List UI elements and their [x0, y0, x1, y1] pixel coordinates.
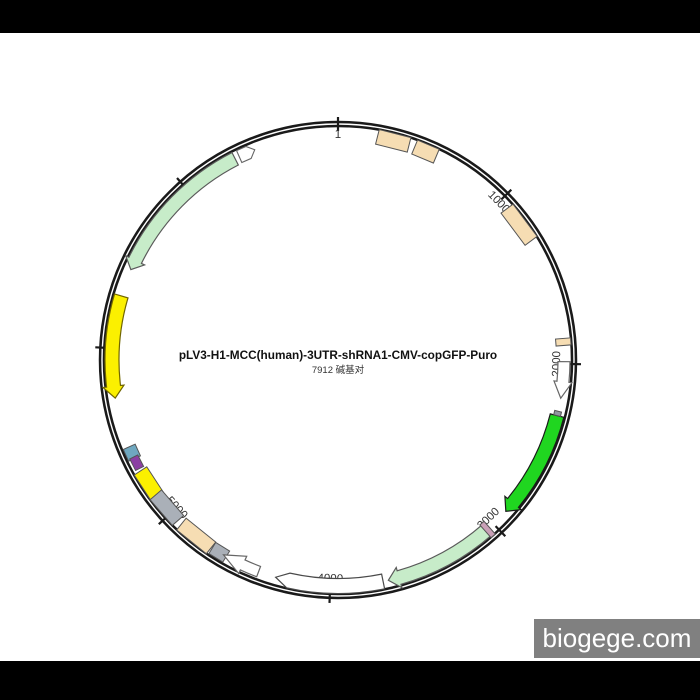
svg-text:7912 碱基对: 7912 碱基对 — [312, 364, 365, 376]
svg-text:1: 1 — [335, 129, 341, 141]
svg-text:pLV3-H1-MCC(human)-3UTR-shRNA1: pLV3-H1-MCC(human)-3UTR-shRNA1-CMV-copGF… — [179, 348, 497, 362]
